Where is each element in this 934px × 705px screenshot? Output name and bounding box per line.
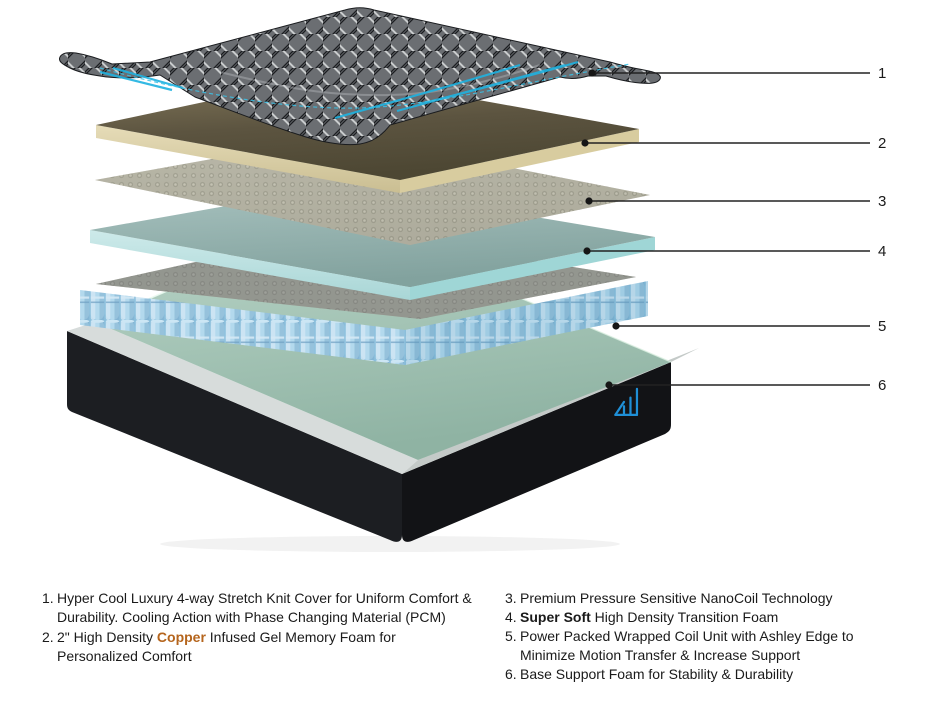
svg-text:1: 1 xyxy=(878,65,886,82)
svg-text:3: 3 xyxy=(878,193,886,210)
svg-text:4: 4 xyxy=(878,243,886,260)
svg-text:5: 5 xyxy=(878,318,886,335)
svg-text:2: 2 xyxy=(878,135,886,152)
svg-text:6: 6 xyxy=(878,377,886,394)
